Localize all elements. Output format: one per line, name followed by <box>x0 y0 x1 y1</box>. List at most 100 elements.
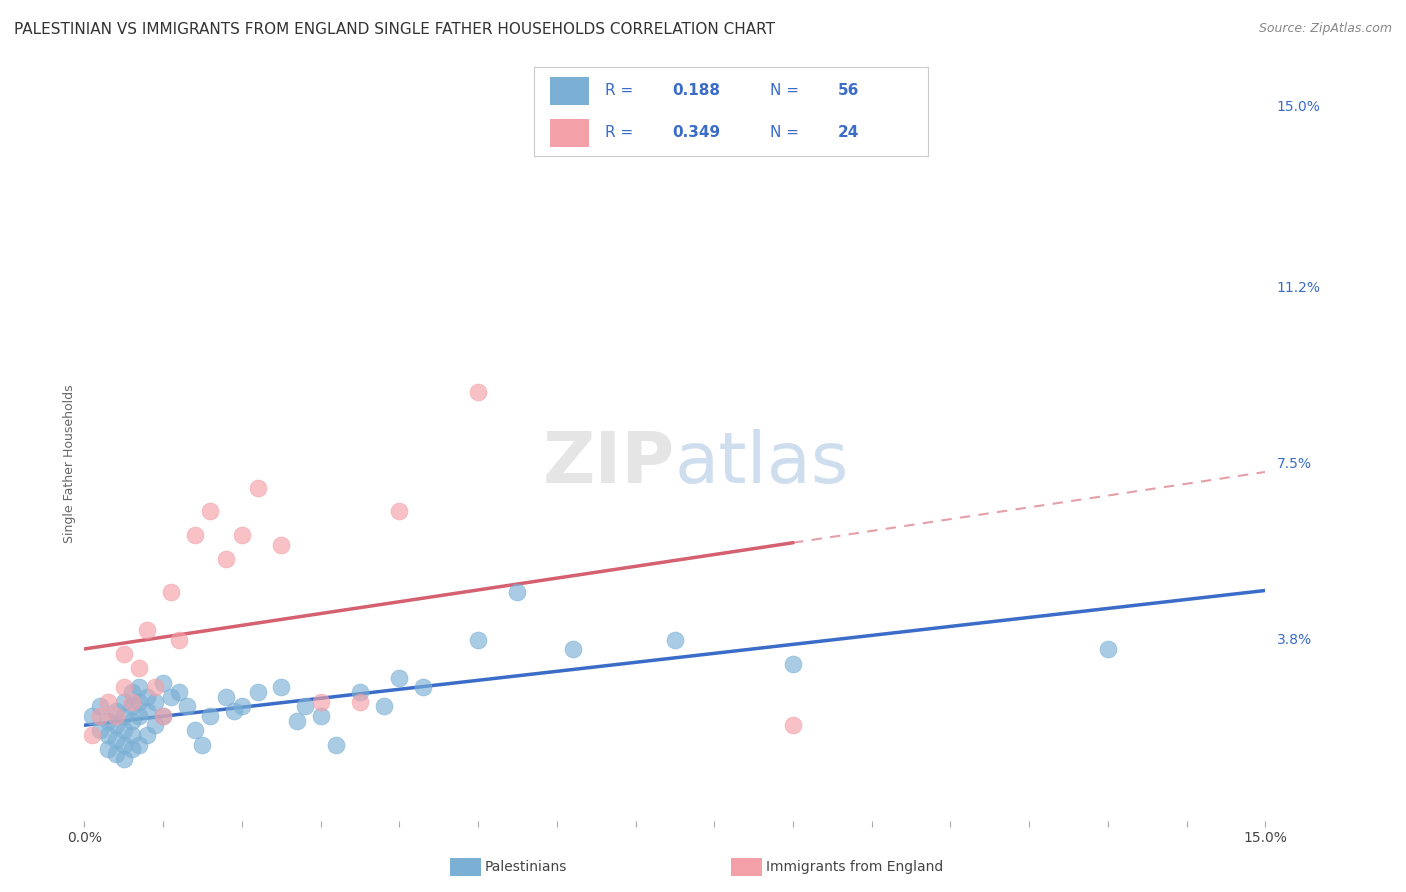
Point <box>121 728 143 742</box>
Point <box>112 752 135 766</box>
Point <box>104 704 127 718</box>
Text: 24: 24 <box>838 126 859 140</box>
Text: 0.349: 0.349 <box>672 126 720 140</box>
Point <box>97 742 120 756</box>
Text: 3.8%: 3.8% <box>1277 632 1312 647</box>
Point <box>270 681 292 695</box>
Point <box>104 718 127 732</box>
Point <box>152 709 174 723</box>
Point <box>215 552 238 566</box>
Point <box>89 709 111 723</box>
Point <box>222 704 245 718</box>
Point <box>388 504 411 518</box>
Point <box>309 695 332 709</box>
Y-axis label: Single Father Households: Single Father Households <box>63 384 76 543</box>
Point <box>89 699 111 714</box>
Text: PALESTINIAN VS IMMIGRANTS FROM ENGLAND SINGLE FATHER HOUSEHOLDS CORRELATION CHAR: PALESTINIAN VS IMMIGRANTS FROM ENGLAND S… <box>14 22 775 37</box>
Point <box>160 690 183 704</box>
Point <box>215 690 238 704</box>
FancyBboxPatch shape <box>550 119 589 147</box>
Point <box>506 585 529 599</box>
Point <box>112 681 135 695</box>
Point <box>143 718 166 732</box>
Point <box>160 585 183 599</box>
Text: R =: R = <box>605 84 638 98</box>
Point <box>128 661 150 675</box>
Point <box>373 699 395 714</box>
Point <box>121 742 143 756</box>
Point <box>1097 642 1119 657</box>
Point <box>104 747 127 761</box>
Point <box>136 704 159 718</box>
Text: Palestinians: Palestinians <box>485 860 568 874</box>
Point <box>561 642 583 657</box>
Point <box>200 504 222 518</box>
Point <box>467 632 489 647</box>
Point <box>97 714 120 728</box>
Point <box>167 632 190 647</box>
Text: N =: N = <box>770 126 804 140</box>
Text: 0.188: 0.188 <box>672 84 720 98</box>
Point <box>82 709 104 723</box>
Point <box>97 695 120 709</box>
Text: 7.5%: 7.5% <box>1277 457 1312 471</box>
Point <box>121 699 143 714</box>
Point <box>121 695 143 709</box>
Point <box>112 738 135 752</box>
Text: Immigrants from England: Immigrants from England <box>766 860 943 874</box>
Point <box>128 695 150 709</box>
Point <box>112 709 135 723</box>
Point <box>782 657 804 671</box>
Point <box>136 690 159 704</box>
Text: N =: N = <box>770 84 804 98</box>
Text: 15.0%: 15.0% <box>1277 100 1320 114</box>
Text: R =: R = <box>605 126 638 140</box>
Point <box>176 699 198 714</box>
Text: 11.2%: 11.2% <box>1277 281 1320 295</box>
Point <box>285 714 308 728</box>
Point <box>183 528 205 542</box>
Text: Source: ZipAtlas.com: Source: ZipAtlas.com <box>1258 22 1392 36</box>
Point <box>782 718 804 732</box>
Text: 56: 56 <box>838 84 859 98</box>
Point <box>152 675 174 690</box>
Point <box>231 528 253 542</box>
Point <box>89 723 111 738</box>
Point <box>128 709 150 723</box>
Point <box>152 709 174 723</box>
Point <box>143 695 166 709</box>
Point <box>467 385 489 400</box>
Point <box>136 728 159 742</box>
Point <box>388 671 411 685</box>
Point <box>412 681 434 695</box>
Point <box>104 709 127 723</box>
Point <box>191 738 214 752</box>
Point <box>246 685 269 699</box>
Point <box>97 728 120 742</box>
Point <box>121 714 143 728</box>
Point <box>294 699 316 714</box>
Point <box>246 481 269 495</box>
Point <box>112 695 135 709</box>
Point <box>309 709 332 723</box>
Point <box>200 709 222 723</box>
Point <box>270 538 292 552</box>
Point <box>104 732 127 747</box>
Point <box>121 685 143 699</box>
Point <box>82 728 104 742</box>
Text: ZIP: ZIP <box>543 429 675 499</box>
Point <box>349 685 371 699</box>
Point <box>664 632 686 647</box>
Point <box>136 624 159 638</box>
Point <box>167 685 190 699</box>
Point <box>183 723 205 738</box>
Point <box>231 699 253 714</box>
Point <box>128 681 150 695</box>
FancyBboxPatch shape <box>550 77 589 105</box>
Point <box>128 738 150 752</box>
Point <box>349 695 371 709</box>
Point <box>143 681 166 695</box>
Text: atlas: atlas <box>675 429 849 499</box>
Point <box>325 738 347 752</box>
Point <box>112 647 135 661</box>
